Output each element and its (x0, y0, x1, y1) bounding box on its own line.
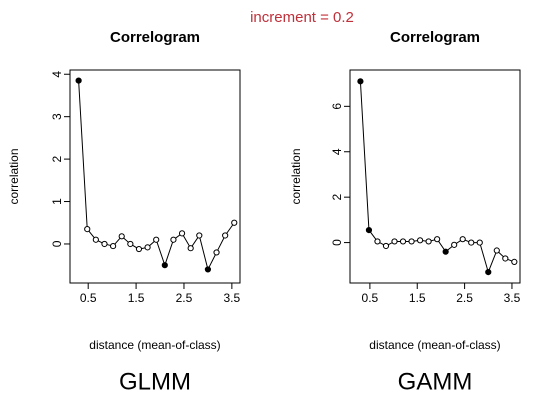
y-tick-label: 0 (330, 239, 344, 246)
point (365, 226, 373, 234)
point (425, 238, 432, 245)
point (434, 236, 441, 243)
chart-title: Correlogram (110, 29, 200, 46)
point (127, 240, 134, 248)
x-tick-label: 1.5 (128, 291, 145, 305)
point (92, 236, 99, 243)
y-axis-label: correlation (289, 148, 303, 204)
point (204, 266, 212, 273)
point (144, 244, 151, 251)
point (118, 233, 125, 240)
point (476, 239, 483, 246)
series-line (359, 81, 515, 274)
point (357, 78, 364, 85)
point (468, 239, 475, 246)
y-tick-label: 0 (50, 240, 64, 247)
x-axis-label: distance (mean-of-class) (89, 338, 220, 352)
point (408, 238, 415, 245)
point (231, 219, 238, 226)
point (459, 236, 466, 243)
x-tick-label: 3.5 (504, 291, 521, 305)
point (84, 226, 91, 233)
point (493, 247, 500, 254)
annotation: increment = 0.2 (250, 9, 354, 26)
point (374, 238, 381, 245)
y-axis-label: correlation (7, 148, 21, 204)
point (213, 249, 220, 256)
point (196, 232, 203, 239)
point (222, 232, 229, 239)
caption: GLMM (119, 368, 191, 395)
point (75, 77, 82, 84)
y-tick-label: 4 (330, 148, 344, 155)
point (502, 255, 509, 262)
x-tick-label: 2.5 (456, 291, 473, 305)
plot-frame (349, 69, 521, 284)
point (391, 238, 398, 245)
x-tick-label: 0.5 (80, 291, 97, 305)
point (399, 238, 407, 245)
y-tick-label: 6 (330, 103, 344, 110)
point (442, 248, 449, 255)
plot-frame (69, 69, 241, 284)
point (135, 245, 143, 253)
point (101, 240, 108, 248)
x-axis-label: distance (mean-of-class) (369, 338, 500, 352)
point (153, 236, 160, 243)
point (451, 241, 458, 248)
x-tick-label: 2.5 (176, 291, 193, 305)
point (485, 269, 492, 276)
point (511, 258, 518, 265)
x-tick-label: 1.5 (409, 291, 426, 305)
y-tick-label: 1 (50, 198, 64, 205)
point (109, 242, 117, 250)
y-tick-label: 3 (50, 113, 64, 120)
point (161, 262, 168, 269)
y-tick-label: 2 (50, 155, 64, 162)
point (187, 245, 194, 252)
x-tick-label: 3.5 (224, 291, 241, 305)
point (382, 242, 390, 250)
chart-title: Correlogram (390, 29, 480, 46)
y-tick-label: 4 (50, 71, 64, 78)
caption: GAMM (398, 368, 473, 395)
point (178, 230, 186, 237)
x-tick-label: 0.5 (362, 291, 379, 305)
y-tick-label: 2 (330, 194, 344, 201)
point (170, 236, 177, 243)
point (416, 237, 424, 244)
